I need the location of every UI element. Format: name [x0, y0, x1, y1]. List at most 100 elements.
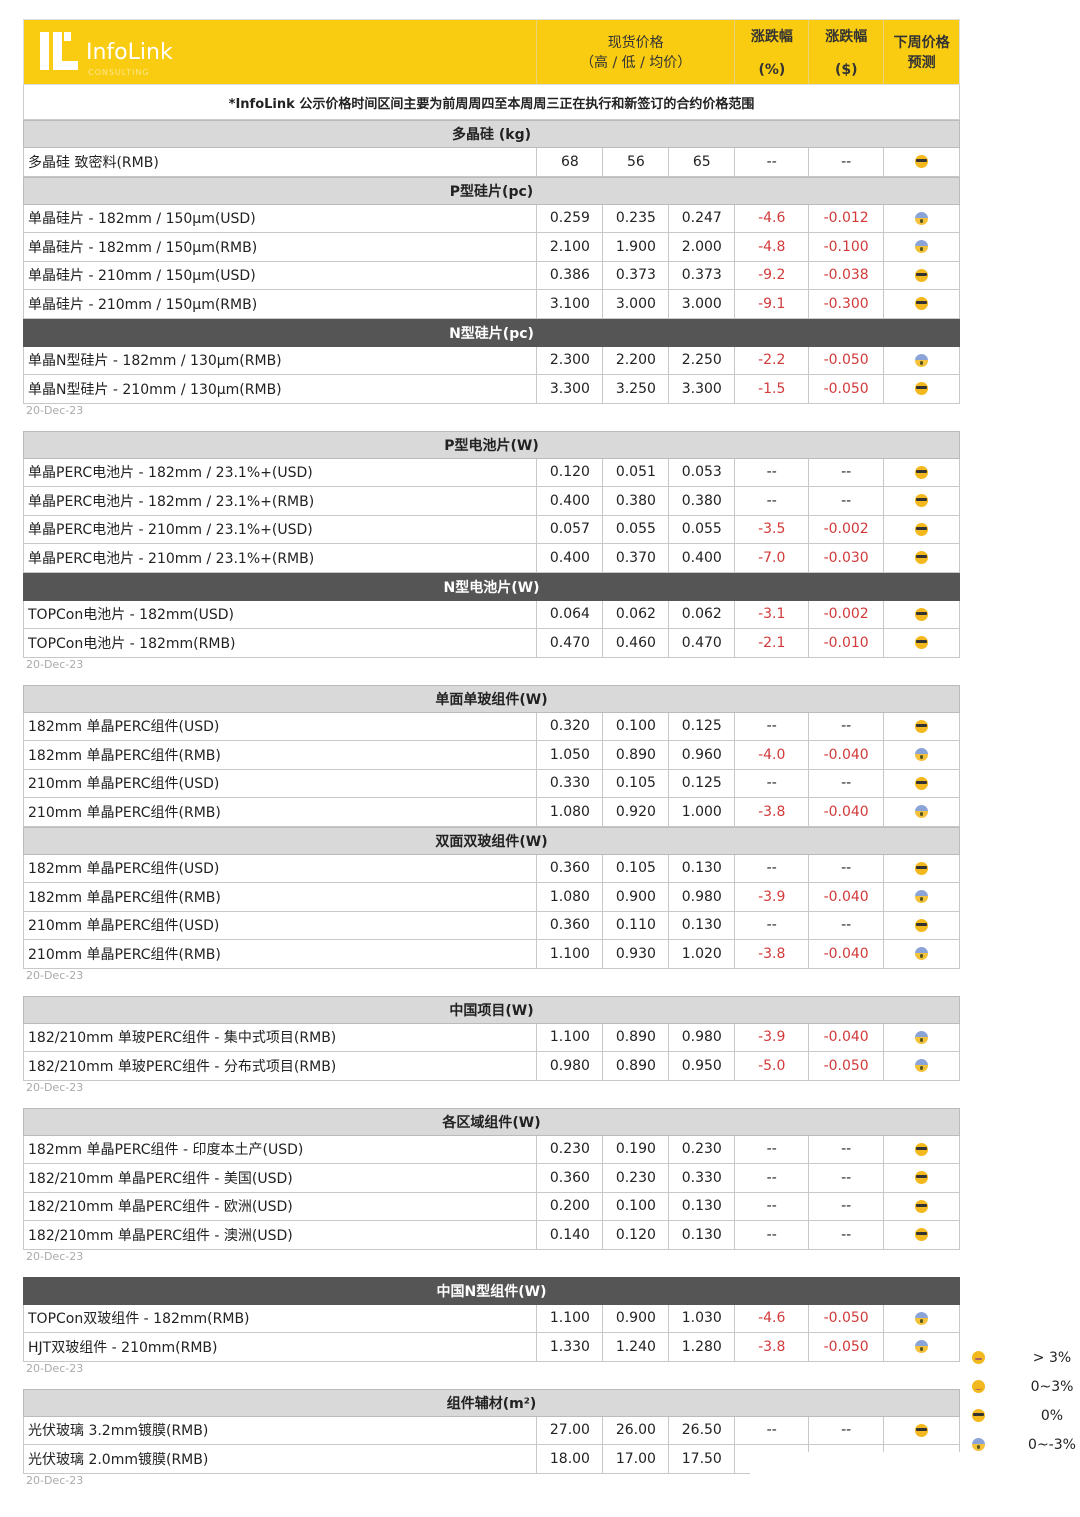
cool-face-icon — [915, 268, 929, 282]
price-block: P型电池片(W) 单晶PERC电池片 - 182mm / 23.1%+(USD) 0… — [23, 430, 960, 672]
product-name: 单晶硅片 - 210mm / 150μm(USD) — [24, 261, 538, 289]
change-pct: -3.9 — [735, 1023, 810, 1051]
section-header: N型电池片(W) — [23, 572, 960, 601]
price-low: 0.460 — [603, 629, 670, 657]
forecast-cell — [884, 1193, 959, 1221]
change-pct: -3.5 — [735, 515, 810, 543]
price-high: 0.200 — [537, 1192, 604, 1220]
change-pct: -- — [735, 712, 810, 740]
price-avg: 0.380 — [669, 487, 736, 515]
scream-face-icon — [915, 947, 929, 961]
section-header: 中国项目(W) — [23, 995, 960, 1024]
table-row: 182mm 单晶PERC组件(USD) 0.360 0.105 0.130 -- -- — [23, 854, 960, 883]
spot-price-header: 现货价格 （高 / 低 / 均价） — [537, 20, 736, 84]
price-low: 0.190 — [603, 1135, 670, 1163]
price-avg: 0.470 — [669, 629, 736, 657]
change-pct: -3.9 — [735, 883, 810, 911]
legend-item: > 3% — [968, 1343, 1078, 1372]
change-usd: -- — [809, 148, 885, 176]
price-low: 0.120 — [603, 1221, 670, 1249]
price-table: InfoLink CONSULTING 现货价格 （高 / 低 / 均价） 涨跌幅… — [23, 19, 960, 1501]
product-name: TOPCon电池片 - 182mm(USD) — [24, 600, 538, 628]
table-row: 182/210mm 单玻PERC组件 - 分布式项目(RMB) 0.980 0.89… — [23, 1052, 960, 1081]
report-date: 20-Dec-23 — [26, 657, 84, 671]
forecast-cell — [884, 1164, 959, 1192]
forecast-cell — [884, 347, 959, 375]
price-high: 18.00 — [537, 1445, 604, 1473]
price-high: 68 — [537, 148, 604, 176]
obscured-area — [750, 1452, 1070, 1486]
product-name: 单晶硅片 - 210mm / 150μm(RMB) — [24, 290, 538, 318]
product-name: 单晶硅片 - 182mm / 150μm(RMB) — [24, 233, 538, 261]
cool-face-icon — [915, 776, 929, 790]
price-avg: 0.950 — [669, 1052, 736, 1080]
table-row: 182mm 单晶PERC组件(USD) 0.320 0.100 0.125 -- -- — [23, 712, 960, 741]
change-pct: -3.8 — [735, 1333, 810, 1361]
change-pct-header: 涨跌幅 (%) — [735, 20, 810, 84]
product-name: 光伏玻璃 3.2mm镀膜(RMB) — [24, 1416, 538, 1444]
change-pct: -- — [735, 1192, 810, 1220]
change-pct: -- — [735, 1135, 810, 1163]
table-row: 182/210mm 单晶PERC组件 - 欧洲(USD) 0.200 0.100 0.… — [23, 1192, 960, 1221]
price-block: 组件辅材(m²) 光伏玻璃 3.2mm镀膜(RMB) 27.00 26.00 26.50… — [23, 1388, 960, 1488]
product-name: TOPCon电池片 - 182mm(RMB) — [24, 629, 538, 657]
forecast-cell — [884, 262, 959, 290]
table-row: 单晶硅片 - 182mm / 150μm(USD) 0.259 0.235 0.247… — [23, 204, 960, 233]
change-pct: -- — [735, 769, 810, 797]
change-usd: -0.030 — [809, 544, 885, 572]
price-avg: 0.130 — [669, 854, 736, 882]
change-pct: -- — [735, 854, 810, 882]
price-high: 3.300 — [537, 375, 604, 403]
forecast-cell — [884, 148, 959, 176]
price-high: 0.230 — [537, 1135, 604, 1163]
change-usd: -0.040 — [809, 741, 885, 769]
price-high: 0.320 — [537, 712, 604, 740]
logo-subtitle: CONSULTING — [88, 68, 150, 77]
change-pct: -2.2 — [735, 346, 810, 374]
price-high: 0.400 — [537, 487, 604, 515]
cool-face-icon — [915, 719, 929, 733]
table-header: InfoLink CONSULTING 现货价格 （高 / 低 / 均价） 涨跌幅… — [23, 19, 960, 85]
price-avg: 26.50 — [669, 1416, 736, 1444]
change-pct: -3.8 — [735, 940, 810, 968]
product-name: 182mm 单晶PERC组件(RMB) — [24, 741, 538, 769]
change-usd: -0.050 — [809, 1333, 885, 1361]
legend-item: 0~-3% — [968, 1430, 1078, 1459]
price-low: 0.105 — [603, 769, 670, 797]
table-row: 单晶PERC电池片 - 210mm / 23.1%+(USD) 0.057 0.05… — [23, 515, 960, 544]
price-low: 0.890 — [603, 1023, 670, 1051]
table-row: HJT双玻组件 - 210mm(RMB) 1.330 1.240 1.280 -3.8-… — [23, 1333, 960, 1362]
scream-face-icon — [915, 1340, 929, 1354]
forecast-cell — [884, 770, 959, 798]
forecast-cell — [884, 1136, 959, 1164]
price-avg: 3.000 — [669, 290, 736, 318]
product-name: 单晶PERC电池片 - 182mm / 23.1%+(RMB) — [24, 487, 538, 515]
table-row: TOPCon电池片 - 182mm(RMB) 0.470 0.460 0.470 -2.… — [23, 629, 960, 658]
change-usd: -- — [809, 769, 885, 797]
legend-label: > 3% — [1032, 1349, 1072, 1366]
cool-face-icon — [915, 297, 929, 311]
change-usd: -- — [809, 712, 885, 740]
price-high: 1.100 — [537, 1023, 604, 1051]
price-low: 0.055 — [603, 515, 670, 543]
price-low: 0.900 — [603, 883, 670, 911]
price-high: 0.057 — [537, 515, 604, 543]
price-high: 0.980 — [537, 1052, 604, 1080]
table-row: 182mm 单晶PERC组件(RMB) 1.080 0.900 0.980 -3.9 -0… — [23, 883, 960, 912]
table-row: 单晶硅片 - 182mm / 150μm(RMB) 2.100 1.900 2.000… — [23, 233, 960, 262]
price-avg: 0.130 — [669, 911, 736, 939]
change-pct: -- — [735, 1164, 810, 1192]
table-row: 210mm 单晶PERC组件(RMB) 1.100 0.930 1.020 -3.8 -0… — [23, 940, 960, 969]
report-date: 20-Dec-23 — [26, 1473, 84, 1487]
table-row: 210mm 单晶PERC组件(USD) 0.360 0.110 0.130 -- -- — [23, 911, 960, 940]
change-usd: -0.050 — [809, 346, 885, 374]
product-name: 多晶硅 致密料(RMB) — [24, 148, 538, 176]
price-avg: 0.373 — [669, 261, 736, 289]
cool-face-icon — [915, 465, 929, 479]
table-row: 光伏玻璃 3.2mm镀膜(RMB) 27.00 26.00 26.50 -- -- — [23, 1416, 960, 1445]
scream-face-icon — [915, 748, 929, 762]
price-avg: 0.130 — [669, 1192, 736, 1220]
price-avg: 0.230 — [669, 1135, 736, 1163]
price-block: 中国N型组件(W) TOPCon双玻组件 - 182mm(RMB) 1.100 0.9… — [23, 1276, 960, 1376]
change-pct: -- — [735, 148, 810, 176]
